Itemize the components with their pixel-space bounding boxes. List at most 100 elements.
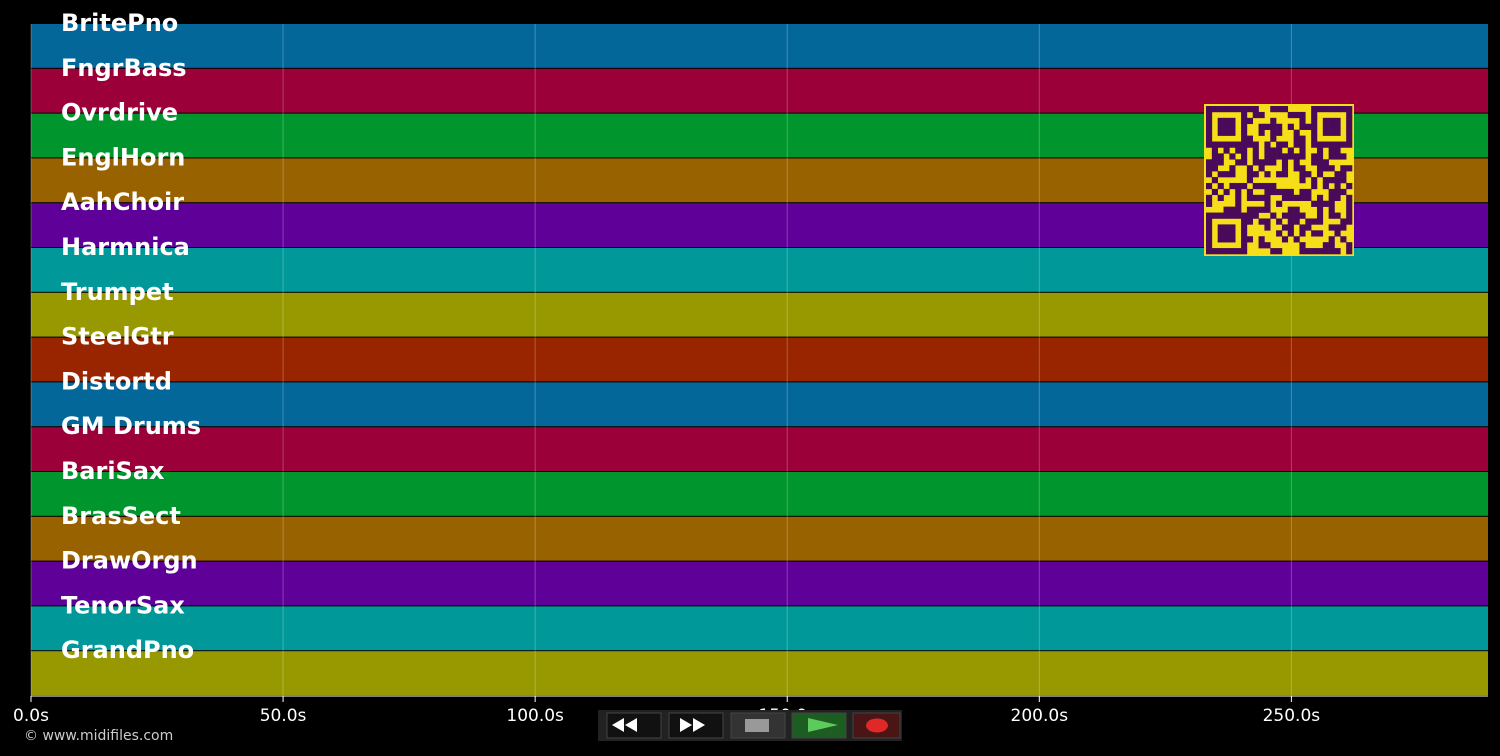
time-grid — [30, 24, 1292, 696]
qr-cell — [1252, 182, 1259, 190]
qr-cell — [1311, 141, 1318, 148]
qr-cell — [1223, 117, 1230, 125]
qr-cell — [1334, 141, 1341, 148]
qr-cell — [1270, 129, 1277, 136]
qr-cell — [1293, 153, 1300, 160]
qr-cell — [1281, 236, 1289, 243]
qr-cell — [1276, 171, 1283, 178]
qr-cell — [1276, 141, 1283, 148]
qr-cell — [1223, 171, 1230, 178]
qr-cell — [1241, 159, 1248, 166]
qr-cell — [1305, 194, 1312, 202]
qr-cell — [1328, 123, 1335, 130]
track-lane — [31, 292, 1488, 337]
rewind-button[interactable] — [606, 712, 662, 739]
qr-cell — [1287, 194, 1294, 202]
qr-cell — [1206, 218, 1213, 225]
qr-cell — [1322, 182, 1329, 190]
qr-cell — [1235, 182, 1242, 190]
qr-cell — [1229, 248, 1236, 255]
qr-cell — [1305, 171, 1312, 178]
qr-cell — [1346, 141, 1353, 148]
qr-cell — [1316, 212, 1324, 219]
qr-cell — [1299, 230, 1306, 237]
qr-cell — [1334, 147, 1341, 154]
qr-cell — [1334, 188, 1341, 196]
qr-cell — [1322, 129, 1329, 136]
play-button[interactable] — [791, 712, 847, 739]
qr-cell — [1229, 165, 1236, 172]
qr-cell — [1340, 218, 1347, 225]
fast-forward-button[interactable] — [668, 712, 724, 739]
qr-cell — [1293, 236, 1300, 243]
transport-controls — [598, 710, 902, 741]
qr-cell — [1346, 117, 1353, 125]
qr-cell — [1270, 188, 1277, 196]
stop-button[interactable] — [730, 712, 786, 739]
qr-cell — [1334, 106, 1341, 113]
qr-cell — [1322, 177, 1329, 184]
qr-cell — [1328, 177, 1335, 184]
qr-cell — [1264, 242, 1271, 249]
qr-cell — [1246, 236, 1254, 243]
qr-cell — [1270, 248, 1277, 255]
qr-cell — [1258, 111, 1265, 119]
qr-cell — [1246, 194, 1254, 202]
qr-cell — [1206, 182, 1213, 190]
qr-cell — [1270, 212, 1277, 219]
qr-cell — [1241, 242, 1248, 249]
qr-cell — [1211, 248, 1218, 255]
qr-cell — [1211, 147, 1218, 154]
qr-cell — [1264, 141, 1271, 148]
qr-cell — [1270, 135, 1277, 142]
qr-cell — [1206, 171, 1213, 178]
qr-cell — [1241, 135, 1248, 142]
qr-cell — [1246, 218, 1254, 225]
qr-cell — [1299, 135, 1306, 142]
qr-cell — [1293, 212, 1300, 219]
qr-cell — [1264, 123, 1271, 130]
qr-cell — [1223, 123, 1230, 130]
qr-cell — [1270, 117, 1277, 125]
qr-cell — [1334, 248, 1341, 255]
qr-cell — [1281, 212, 1289, 219]
qr-cell — [1241, 224, 1248, 231]
qr-cell — [1229, 236, 1236, 243]
qr-cell — [1211, 177, 1218, 184]
qr-cell — [1235, 147, 1242, 154]
qr-cell — [1299, 123, 1306, 130]
qr-cell — [1276, 123, 1283, 130]
qr-cell — [1293, 129, 1300, 136]
qr-cell — [1346, 106, 1353, 113]
qr-cell — [1328, 242, 1335, 249]
qr-cell — [1311, 200, 1318, 207]
qr-cell — [1316, 165, 1324, 172]
qr-cell — [1334, 224, 1341, 231]
record-button[interactable] — [852, 712, 901, 739]
qr-cell — [1241, 218, 1248, 225]
track-lane — [31, 427, 1488, 471]
track-lane — [31, 472, 1488, 516]
qr-cell — [1340, 236, 1347, 243]
qr-cell — [1311, 218, 1318, 225]
track-lane — [31, 337, 1488, 382]
qr-cell — [1299, 153, 1306, 160]
qr-cell — [1311, 153, 1318, 160]
qr-cell — [1299, 141, 1306, 148]
qr-cell — [1299, 242, 1306, 249]
qr-cell — [1299, 177, 1306, 184]
track-lane — [31, 382, 1488, 427]
qr-cell — [1258, 218, 1265, 225]
qr-cell — [1217, 182, 1224, 190]
qr-cell — [1276, 106, 1283, 113]
qr-cell — [1211, 106, 1218, 113]
qr-cell — [1206, 141, 1213, 148]
qr-cell — [1346, 206, 1353, 213]
qr-cell — [1264, 147, 1271, 154]
qr-cell — [1328, 188, 1335, 196]
qr-cell — [1235, 159, 1242, 166]
qr-cell — [1346, 165, 1353, 172]
qr-cell — [1311, 117, 1318, 125]
qr-cell — [1206, 224, 1213, 231]
qr-cell — [1293, 194, 1300, 202]
